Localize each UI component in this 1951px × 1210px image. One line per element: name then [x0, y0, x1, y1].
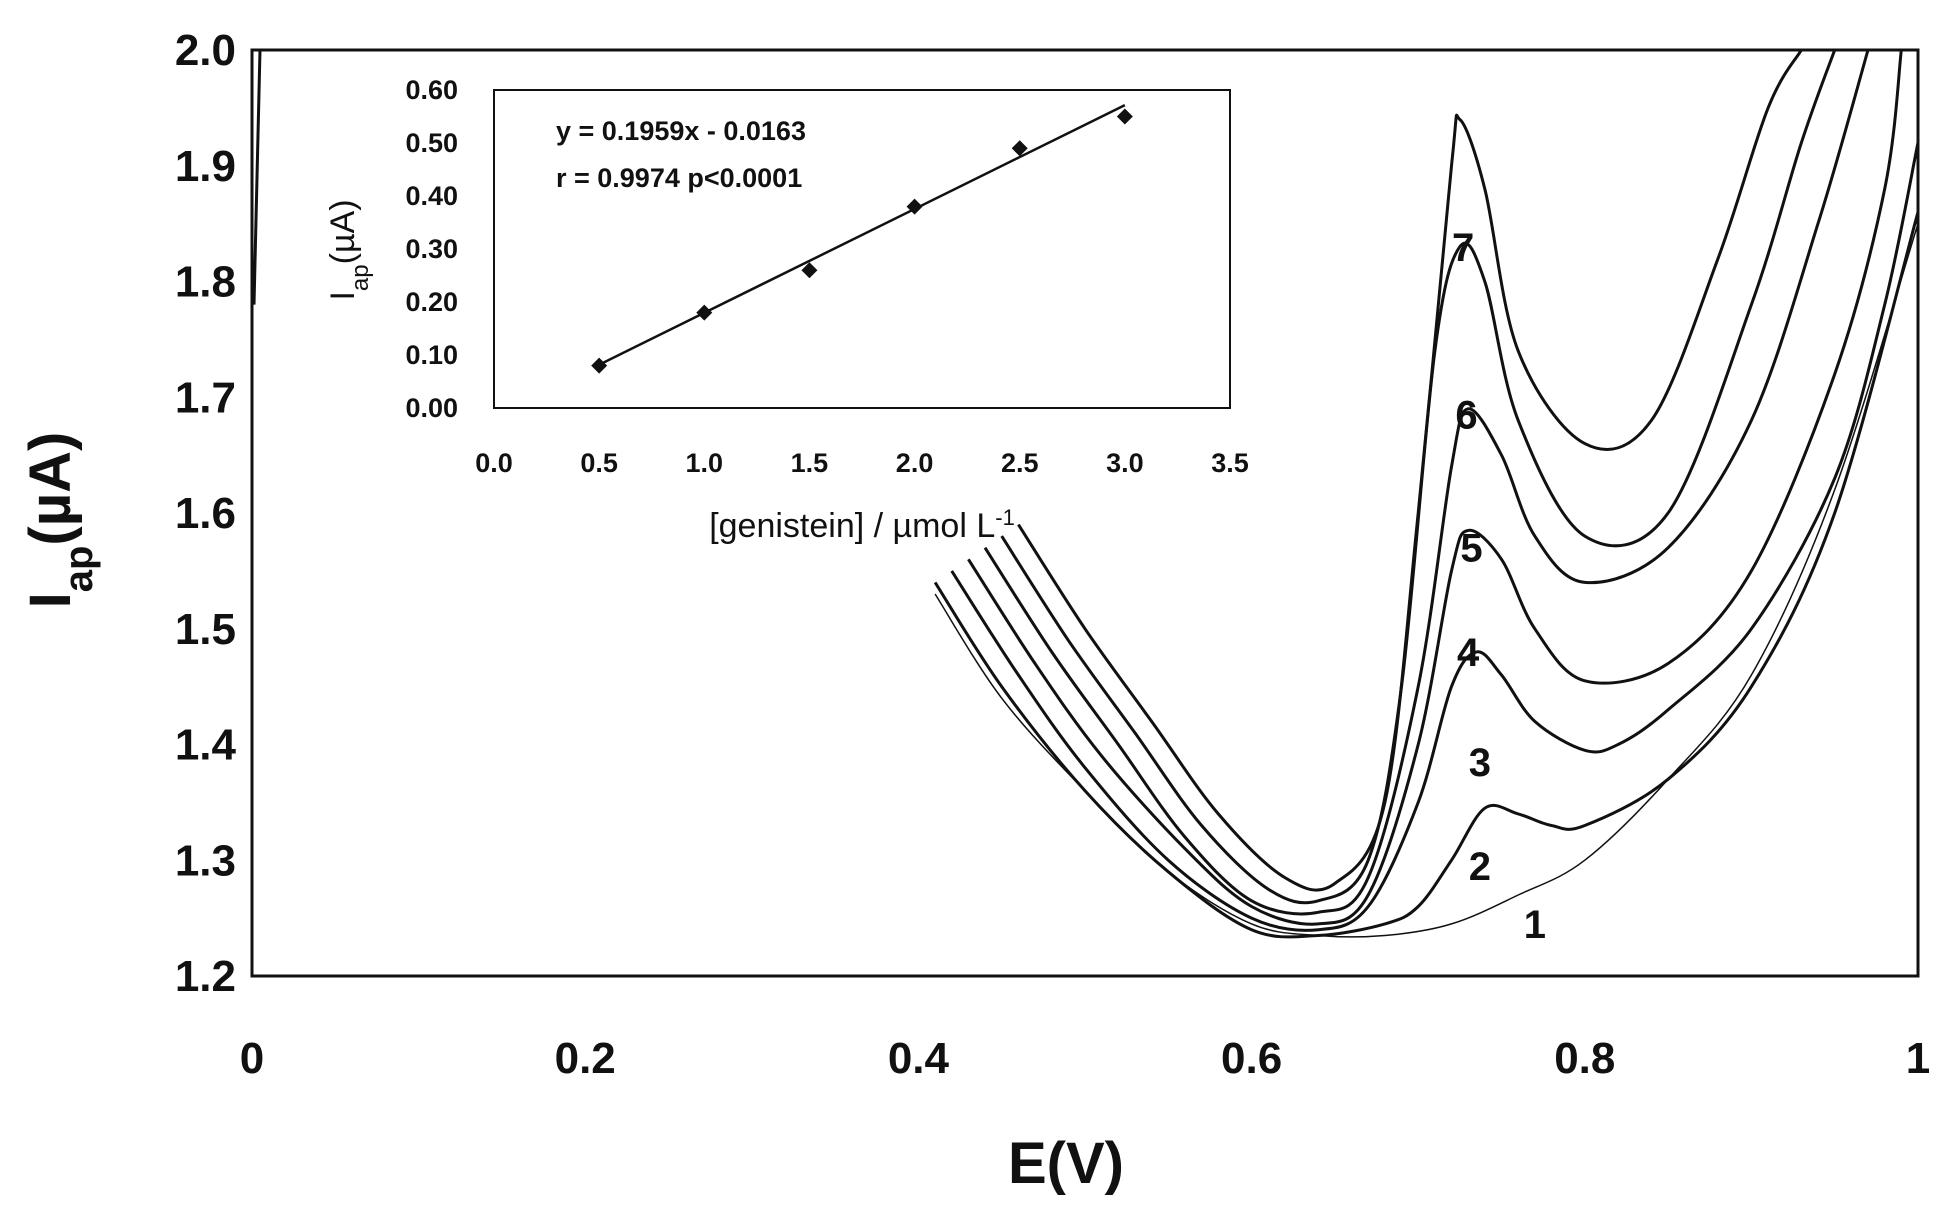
fit-equation: y = 0.1959x - 0.0163: [556, 116, 806, 146]
curve-label-6: 6: [1455, 394, 1477, 438]
series-line-4: [967, 49, 1903, 926]
series-line-5: [983, 49, 1870, 916]
curve-label-4: 4: [1457, 631, 1480, 675]
inset-x-ticks: 0.0 0.5 1.0 1.5 2.0 2.5 3.0 3.5: [475, 448, 1249, 478]
inset-y-tick-label: 0.30: [405, 234, 458, 264]
main-x-tick-label: 0.2: [555, 1034, 616, 1083]
inset-x-tick-label: 1.5: [791, 448, 829, 478]
main-x-tick-label: 0: [240, 1034, 264, 1083]
inset-y-tick-label: 0.50: [405, 128, 458, 158]
curve-label-3: 3: [1469, 741, 1491, 785]
inset-y-tick-label: 0.40: [405, 181, 458, 211]
main-y-tick-label: 1.6: [175, 489, 236, 538]
main-y-tick-label: 1.3: [175, 836, 236, 885]
main-x-tick-label: 0.4: [888, 1034, 950, 1083]
curve-label-1: 1: [1524, 903, 1546, 947]
main-y-tick-label: 1.4: [175, 721, 237, 770]
data-point: [801, 262, 818, 279]
inset-x-tick-label: 3.5: [1211, 448, 1249, 478]
data-point: [906, 198, 923, 215]
main-y-ticks: 1.2 1.3 1.4 1.5 1.6 1.7 1.8 1.9 2.0: [175, 26, 237, 1001]
main-y-tick-label: 1.9: [175, 142, 236, 191]
fit-line: [598, 104, 1126, 366]
left-edge-curve: [252, 49, 262, 305]
data-point: [1116, 108, 1133, 125]
y-axis-title: Iap(µA): [18, 432, 101, 609]
main-x-tick-label: 1: [1906, 1034, 1930, 1083]
main-y-tick-label: 1.7: [175, 373, 236, 422]
main-y-tick-label: 1.2: [175, 952, 236, 1001]
data-point: [591, 357, 608, 374]
main-x-tick-label: 0.6: [1221, 1034, 1282, 1083]
curve-label-5: 5: [1460, 527, 1482, 571]
data-point: [696, 304, 713, 321]
inset-x-tick-label: 3.0: [1106, 448, 1144, 478]
curve-labels: 12 3 4 5 6 7: [1452, 226, 1546, 947]
main-y-tick-label: 2.0: [175, 26, 236, 75]
inset-x-tick-label: 0.0: [475, 448, 513, 478]
data-point: [1011, 140, 1028, 157]
x-axis-title: E(V): [1008, 1131, 1124, 1196]
inset-x-tick-label: 1.0: [686, 448, 724, 478]
inset-x-tick-label: 0.5: [580, 448, 618, 478]
inset-x-tick-label: 2.0: [896, 448, 934, 478]
series-line-2: [933, 211, 1920, 939]
main-x-tick-label: 0.8: [1554, 1034, 1615, 1083]
inset-marks: [591, 104, 1133, 374]
series-line-3: [950, 142, 1920, 932]
inset-x-axis-title: [genistein] / µmol L-1: [709, 505, 1015, 546]
curve-label-7: 7: [1452, 226, 1474, 270]
series-line-7: [1017, 49, 1803, 892]
inset-y-tick-label: 0.10: [405, 340, 458, 370]
inset-y-axis-title: Iap(µA): [324, 199, 374, 300]
main-x-ticks: 0 0.2 0.4 0.6 0.8 1: [240, 1034, 1930, 1083]
inset-x-tick-label: 2.5: [1001, 448, 1039, 478]
inset-y-tick-label: 0.20: [405, 287, 458, 317]
inset-y-tick-label: 0.60: [405, 75, 458, 105]
inset-y-tick-label: 0.00: [405, 393, 458, 423]
inset-y-ticks: 0.00 0.10 0.20 0.30 0.40 0.50 0.60: [405, 75, 458, 423]
main-curves: [252, 49, 1920, 939]
main-y-tick-label: 1.5: [175, 605, 236, 654]
fit-statistics: r = 0.9974 p<0.0001: [556, 163, 802, 193]
curve-label-2: 2: [1469, 845, 1491, 889]
main-y-tick-label: 1.8: [175, 258, 236, 307]
